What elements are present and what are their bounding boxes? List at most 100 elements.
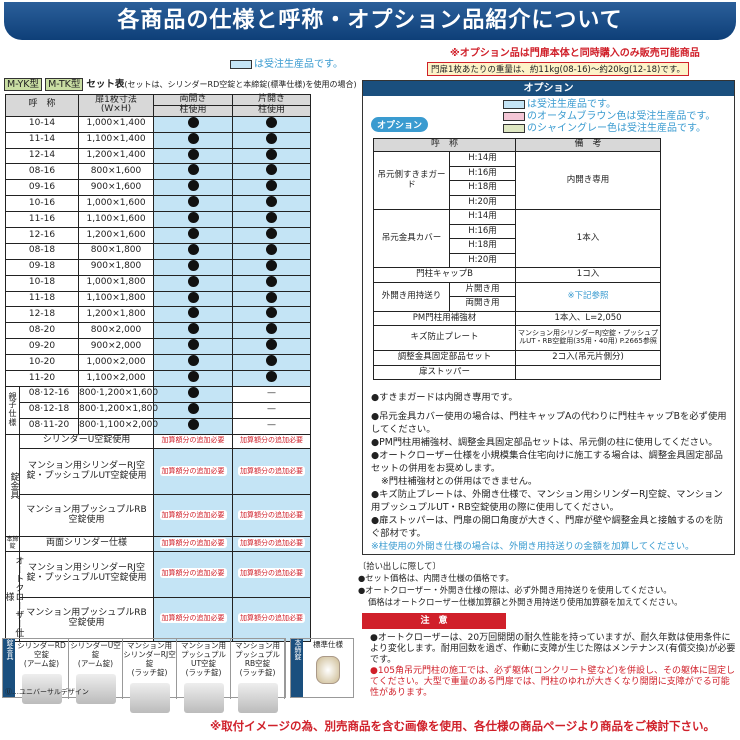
table-row: マンション用シリンダーRJ空錠・プッシュプルUT空錠使用 加算額分の追加必要 加算額… xyxy=(6,448,312,496)
table-row: 12-14 1,200×1,400 xyxy=(4,147,312,165)
col-name: 呼 称 xyxy=(372,138,517,152)
page-title: 各商品の仕様と呼称・オプション品紹介について xyxy=(4,2,736,40)
table-row: 12-18 1,200×1,800 xyxy=(4,306,312,324)
table-row: 08-18 800×1,800 xyxy=(4,242,312,260)
add-cost-note: 加算額分の追加必要 xyxy=(159,613,227,624)
hardware-images: 錠金具 シリンダーRD空錠 (アーム錠) シリンダーU空錠 (アーム錠) マンション… xyxy=(2,638,286,713)
table-row: 11-18 1,100×1,800 xyxy=(4,290,312,308)
available-dot xyxy=(187,259,199,271)
set-table-subtitle: (セットは、シリンダーRD空錠と本締錠(標準仕様)を使用の場合) xyxy=(124,80,357,89)
available-dot xyxy=(187,386,199,398)
available-dot xyxy=(187,371,199,383)
available-dot xyxy=(266,275,278,287)
available-dot xyxy=(266,116,278,128)
available-dot xyxy=(187,355,199,367)
add-cost-note: 加算額分の追加必要 xyxy=(238,568,306,579)
available-dot xyxy=(266,212,278,224)
add-cost-note: 加算額分の追加必要 xyxy=(238,465,306,476)
table-row: 08·12-18 800·1,200×1,800— xyxy=(6,401,312,419)
col-size: 扉1枚寸法 (W×H) xyxy=(78,94,155,117)
table-row: 12-16 1,200×1,600 xyxy=(4,227,312,244)
table-row: 09-20 900×2,000 xyxy=(4,338,312,356)
order-legend: は受注生産品です。 xyxy=(230,55,343,70)
add-cost-note: 加算額分の追加必要 xyxy=(238,435,306,446)
handle-icon xyxy=(183,683,224,713)
available-dot xyxy=(187,148,199,160)
table-row: 10-16 1,000×1,600 xyxy=(4,195,312,213)
hardware-item: マンション用 プッシュプルUT空錠 (ラッチ錠) xyxy=(177,639,231,713)
options-notes: ●すきまガードは内開き専用です。 ●吊元金具カバー使用の場合は、門柱キャップAの… xyxy=(371,392,727,552)
available-dot xyxy=(187,339,199,351)
available-dot xyxy=(266,196,278,208)
option-stopper: 扉ストッパー xyxy=(372,364,517,380)
table-row: 親子仕様 08·12-16 800·1,200×1,600— xyxy=(5,385,312,435)
options-table: 呼 称備 考 吊元側すきまガード H:14用 内開き専用 H:16用 H:18用 H:2… xyxy=(372,138,661,380)
table-row: 10-20 1,000×2,000 xyxy=(4,354,312,372)
available-dot xyxy=(187,243,199,255)
table-row: 08·11-20 800·1,100×2,000— xyxy=(6,417,312,435)
available-dot xyxy=(266,132,278,144)
hardware-side-label: 錠金具 xyxy=(3,639,15,697)
col-single: 片開き xyxy=(232,94,312,106)
model-tag: M-TK型 xyxy=(45,78,84,91)
table-row: 11-14 1,100×1,400 xyxy=(4,131,312,149)
legend-swatch xyxy=(230,59,252,69)
option-guard: 吊元側すきまガード xyxy=(373,151,450,210)
add-cost-note: 加算額分の追加必要 xyxy=(159,509,227,520)
handle-icon xyxy=(237,683,278,713)
available-dot xyxy=(187,275,199,287)
available-dot xyxy=(266,307,278,319)
col-name: 呼 称 xyxy=(4,94,80,117)
hardware-item: マンション用 プッシュプルRB空錠 (ラッチ錠) xyxy=(231,639,285,713)
table-row: 10-18 1,000×1,800 xyxy=(4,274,312,292)
hardware-item: シリンダーU空錠 (アーム錠) xyxy=(69,639,123,704)
available-dot xyxy=(266,355,278,367)
available-dot xyxy=(187,291,199,303)
options-header: オプション xyxy=(363,81,734,96)
add-cost-note: 加算額分の追加必要 xyxy=(238,537,306,548)
set-table-heading: セット表 xyxy=(86,79,125,90)
hardware-item: マンション用 シリンダーRJ空錠 (ラッチ錠) xyxy=(123,639,177,713)
option-cover: 吊元金具カバー xyxy=(373,209,450,268)
option-notice: ※オプション品は門扉本体と同時購入のみ販売可能商品 xyxy=(450,48,700,59)
available-dot xyxy=(187,323,199,335)
options-badge: オプション xyxy=(371,117,429,132)
set-table: 呼 称扉1枚寸法 (W×H) 両開き 片開き 柱使用 柱使用 10-14 1,000×1… xyxy=(4,94,312,642)
available-dot xyxy=(266,339,278,351)
hardware-item: シリンダーRD空錠 (アーム錠) xyxy=(15,639,69,704)
deadbolt-icon xyxy=(316,656,340,684)
available-dot xyxy=(266,228,278,240)
table-row: 11-16 1,100×1,600 xyxy=(4,211,312,229)
options-legend: は受注生産品です。 のオータムブラウン色は受注生産品です。 のシャイングレー色は… xyxy=(503,99,715,135)
available-dot xyxy=(187,228,199,240)
available-dot xyxy=(187,164,199,176)
table-row: マンション用プッシュプルRB空錠使用 加算額分の追加必要 加算額分の追加必要 xyxy=(6,596,312,642)
available-dot xyxy=(187,196,199,208)
caution-notes: ●オートクローザーは、20万回開閉の耐久性能を持っていますが、耐久年数は使用条件… xyxy=(370,633,736,698)
available-dot xyxy=(187,307,199,319)
table-row: 10-14 1,000×1,400 xyxy=(4,115,312,133)
available-dot xyxy=(266,180,278,192)
options-panel: オプション オプション は受注生産品です。 のオータムブラウン色は受注生産品です… xyxy=(362,80,735,555)
legend-text: は受注生産品です。 xyxy=(254,59,343,70)
handle-icon xyxy=(75,674,116,704)
available-dot xyxy=(266,259,278,271)
ud-note: Ⓤ…ユニバーサルデザイン xyxy=(5,688,89,696)
available-dot xyxy=(266,164,278,176)
add-cost-note: 加算額分の追加必要 xyxy=(159,435,227,446)
add-cost-note: 加算額分の追加必要 xyxy=(238,509,306,520)
available-dot xyxy=(187,132,199,144)
table-row: オートクローザー仕様 マンション用シリンダーRJ空錠・プッシュプルUT空錠使用 加算… xyxy=(4,550,312,642)
legend-item: のシャイングレー色は受注生産品です。 xyxy=(503,123,715,135)
table-row: 錠金具 シリンダーU空錠使用 加算額分の追加必要 加算額分の追加必要 xyxy=(5,433,312,538)
model-tag: M-YK型 xyxy=(4,78,43,91)
weight-note: 門扉1枚あたりの重量は、約11kg(08-16)〜約20kg(12-18)です。 xyxy=(427,62,689,76)
available-dot xyxy=(266,371,278,383)
col-post: 柱使用 xyxy=(232,104,312,117)
table-row: 本締錠 両面シリンダー仕様 加算額分の追加必要 加算額分の追加必要 xyxy=(5,536,312,552)
col-note: 備 考 xyxy=(515,138,661,152)
option-outward: 外開き用持送り xyxy=(373,281,450,312)
pickup-notes: 〔拾い出しに際して〕 ●セット価格は、内開き仕様の価格です。 ●オートクローザー・外… xyxy=(358,561,683,607)
handle-icon xyxy=(129,683,170,713)
option-adjust: 調整金具固定部品セット xyxy=(372,350,517,366)
